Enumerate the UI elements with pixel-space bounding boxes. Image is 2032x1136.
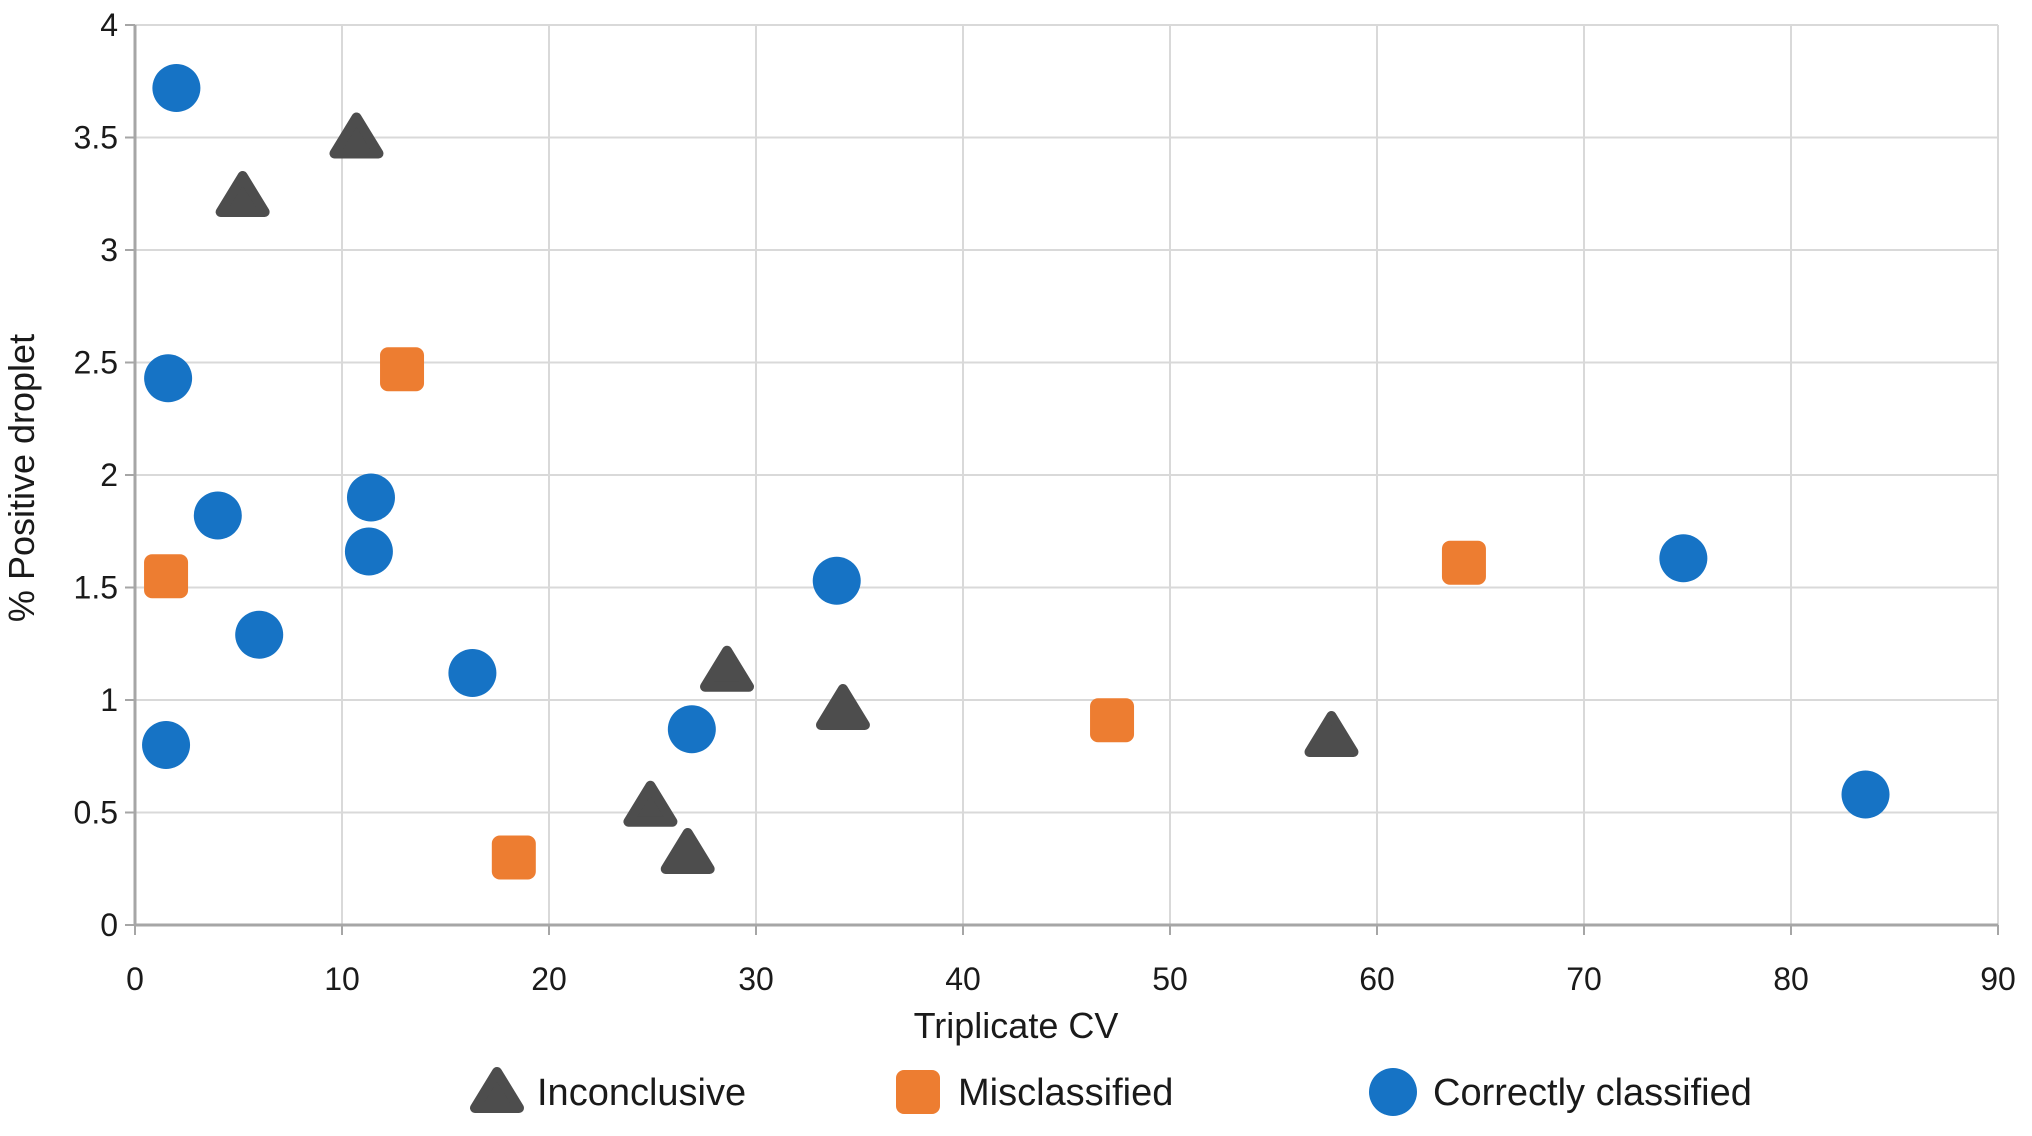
point-inconclusive [815,684,870,730]
gridlines [135,24,1999,925]
y-tick-label-0: 0 [100,907,118,943]
data-points [142,64,1890,880]
legend-markers [470,1067,1417,1116]
y-tick-label-0.5: 0.5 [74,795,118,831]
y-tick-label-3: 3 [100,232,118,268]
x-tick-label-90: 90 [1980,961,2016,997]
point-correctly-classified [193,491,242,540]
point-correctly-classified [142,721,191,769]
tick-labels: 0 10 20 30 40 50 60 70 80 90 0 0.5 1 1.5 2 2.5 3 3.5 4 [74,7,2016,997]
x-tick-label-0: 0 [126,961,144,997]
legend: Inconclusive Misclassified Correctly cla… [470,1067,1752,1116]
legend-label-misclassified: Misclassified [958,1072,1173,1114]
legend-label-inconclusive: Inconclusive [537,1072,746,1114]
point-misclassified [1090,698,1135,743]
x-tick-label-30: 30 [738,961,774,997]
point-inconclusive [215,171,270,217]
point-misclassified [380,347,425,392]
point-correctly-classified [152,64,201,112]
x-tick-label-70: 70 [1566,961,1602,997]
point-correctly-classified [1841,770,1890,819]
point-inconclusive [660,828,715,874]
x-tick-label-50: 50 [1152,961,1188,997]
point-misclassified [491,835,536,880]
point-correctly-classified [344,527,393,576]
point-correctly-classified [1659,534,1708,583]
point-correctly-classified [346,473,395,522]
point-correctly-classified [144,354,193,403]
x-axis-label: Triplicate CV [914,1005,1119,1046]
y-tick-label-4: 4 [100,7,118,43]
y-axis-label: % Positive droplet [1,334,42,622]
point-correctly-classified [812,556,861,605]
x-tick-label-60: 60 [1359,961,1395,997]
point-misclassified [1441,540,1486,585]
legend-marker-misclassified [896,1070,940,1114]
legend-marker-correctly-classified [1369,1068,1417,1116]
y-tick-label-1: 1 [100,682,118,718]
y-tick-label-3.5: 3.5 [74,120,118,156]
point-correctly-classified [235,610,284,659]
y-tick-label-2: 2 [100,457,118,493]
point-correctly-classified [667,705,716,754]
x-tick-label-20: 20 [531,961,567,997]
point-inconclusive [700,645,755,692]
point-inconclusive [1304,711,1359,757]
point-inconclusive [329,112,384,159]
point-inconclusive [623,780,678,827]
y-tick-label-2.5: 2.5 [74,345,118,381]
x-tick-label-40: 40 [945,961,981,997]
legend-label-correctly-classified: Correctly classified [1433,1072,1752,1114]
point-correctly-classified [448,649,497,697]
tick-marks [125,24,1999,935]
x-tick-label-10: 10 [324,961,360,997]
x-tick-label-80: 80 [1773,961,1809,997]
point-misclassified [144,554,189,599]
legend-marker-inconclusive [470,1067,524,1113]
y-tick-label-1.5: 1.5 [74,570,118,606]
